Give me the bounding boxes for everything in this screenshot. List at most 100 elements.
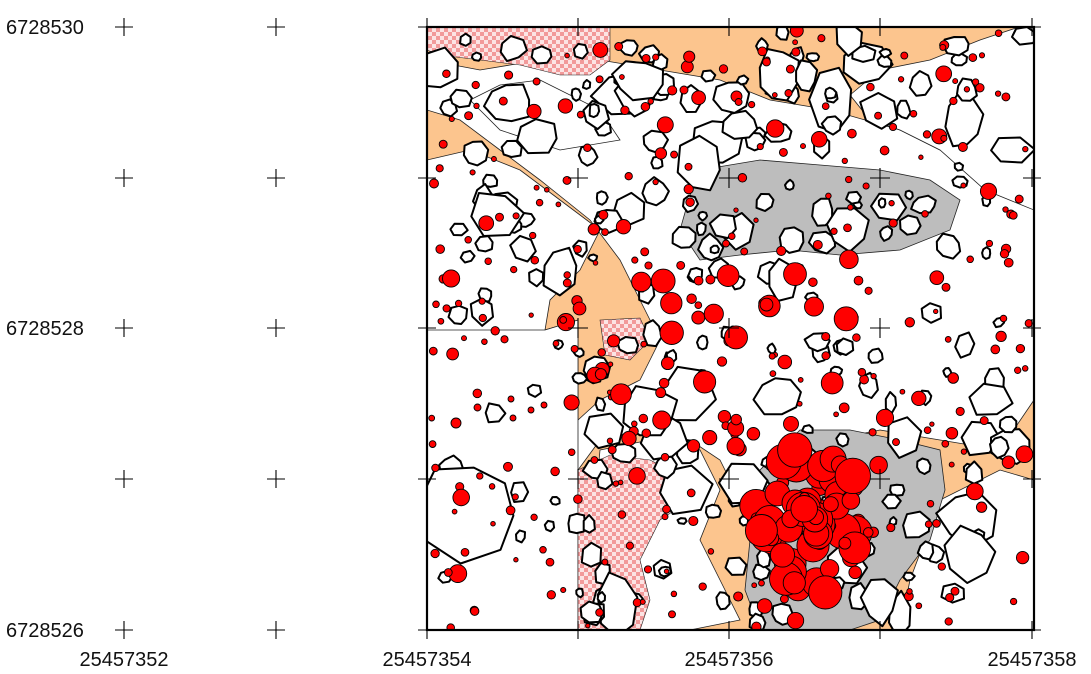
find-marker: [843, 223, 852, 233]
stone: [884, 391, 898, 414]
stone: [700, 69, 717, 83]
find-marker: [1021, 365, 1029, 372]
grid-cross: [267, 319, 285, 337]
find-marker: [535, 198, 544, 207]
find-marker: [473, 403, 482, 412]
find-marker: [488, 483, 496, 490]
find-marker: [452, 488, 470, 507]
find-marker: [532, 77, 541, 86]
find-marker: [922, 130, 932, 139]
find-marker: [668, 610, 676, 619]
grid-cross: [568, 318, 588, 338]
grid-cross: [871, 18, 889, 36]
find-marker: [670, 590, 678, 598]
find-marker: [500, 335, 509, 344]
find-marker: [841, 491, 861, 510]
stone: [471, 51, 483, 62]
find-marker: [994, 29, 1003, 37]
stone: [964, 460, 984, 485]
stone: [998, 415, 1018, 434]
stone: [910, 194, 937, 215]
find-marker: [511, 493, 519, 501]
find-marker: [693, 370, 717, 394]
find-marker: [552, 340, 560, 347]
stone: [824, 86, 838, 100]
find-marker: [941, 282, 951, 292]
find-marker: [686, 293, 697, 304]
find-marker: [428, 440, 437, 448]
stone: [447, 304, 469, 325]
stone: [877, 197, 887, 209]
find-marker: [929, 421, 935, 427]
find-marker: [560, 586, 567, 594]
find-marker: [776, 245, 787, 256]
find-marker: [716, 356, 728, 367]
stone: [735, 74, 750, 86]
find-marker: [597, 348, 606, 357]
find-marker: [640, 247, 650, 257]
find-marker: [975, 501, 988, 513]
grid-cross: [418, 470, 436, 488]
stone: [775, 27, 790, 41]
find-marker: [911, 390, 927, 407]
find-marker: [948, 461, 955, 468]
find-marker: [685, 197, 695, 207]
find-marker: [724, 325, 748, 350]
find-marker: [469, 169, 476, 176]
stone: [709, 244, 720, 255]
grid-cross: [267, 470, 285, 488]
stone: [449, 88, 473, 109]
find-marker: [573, 494, 583, 504]
find-marker: [939, 43, 947, 51]
find-marker: [784, 89, 793, 98]
find-marker: [740, 247, 749, 256]
stone: [676, 517, 688, 525]
find-marker: [783, 262, 807, 286]
stone: [459, 249, 476, 264]
stone: [582, 514, 596, 534]
find-marker: [808, 575, 843, 610]
grid-cross: [418, 18, 436, 36]
stone: [835, 432, 850, 448]
find-marker: [918, 154, 924, 160]
find-marker: [810, 131, 828, 148]
stone: [516, 118, 558, 155]
find-marker: [442, 304, 451, 313]
find-marker: [897, 76, 905, 83]
find-marker: [821, 351, 831, 361]
find-marker: [841, 157, 848, 165]
find-marker: [451, 508, 458, 515]
find-marker: [470, 606, 480, 616]
stone: [642, 319, 663, 348]
find-marker: [751, 582, 758, 589]
find-marker: [507, 395, 515, 403]
stone: [902, 571, 916, 582]
find-marker: [726, 436, 745, 456]
find-marker: [1015, 445, 1034, 464]
find-marker: [1024, 319, 1033, 328]
find-marker: [631, 256, 639, 264]
stone: [580, 541, 603, 568]
find-marker: [716, 264, 740, 287]
find-marker: [590, 456, 599, 464]
find-marker: [737, 173, 748, 183]
find-marker: [757, 46, 768, 57]
grid-cross: [1023, 18, 1041, 36]
stone: [1011, 27, 1034, 46]
find-marker: [513, 557, 519, 563]
find-marker: [620, 105, 630, 115]
find-marker: [875, 408, 895, 427]
find-marker: [540, 401, 548, 409]
find-marker: [821, 332, 831, 342]
find-marker: [924, 520, 933, 529]
find-marker: [703, 303, 724, 324]
stone: [619, 39, 639, 57]
find-marker: [688, 515, 699, 527]
find-marker: [857, 368, 867, 377]
stone: [899, 214, 922, 236]
find-marker: [437, 317, 445, 325]
find-marker: [570, 344, 579, 353]
find-marker: [879, 145, 890, 156]
find-marker: [528, 312, 534, 318]
